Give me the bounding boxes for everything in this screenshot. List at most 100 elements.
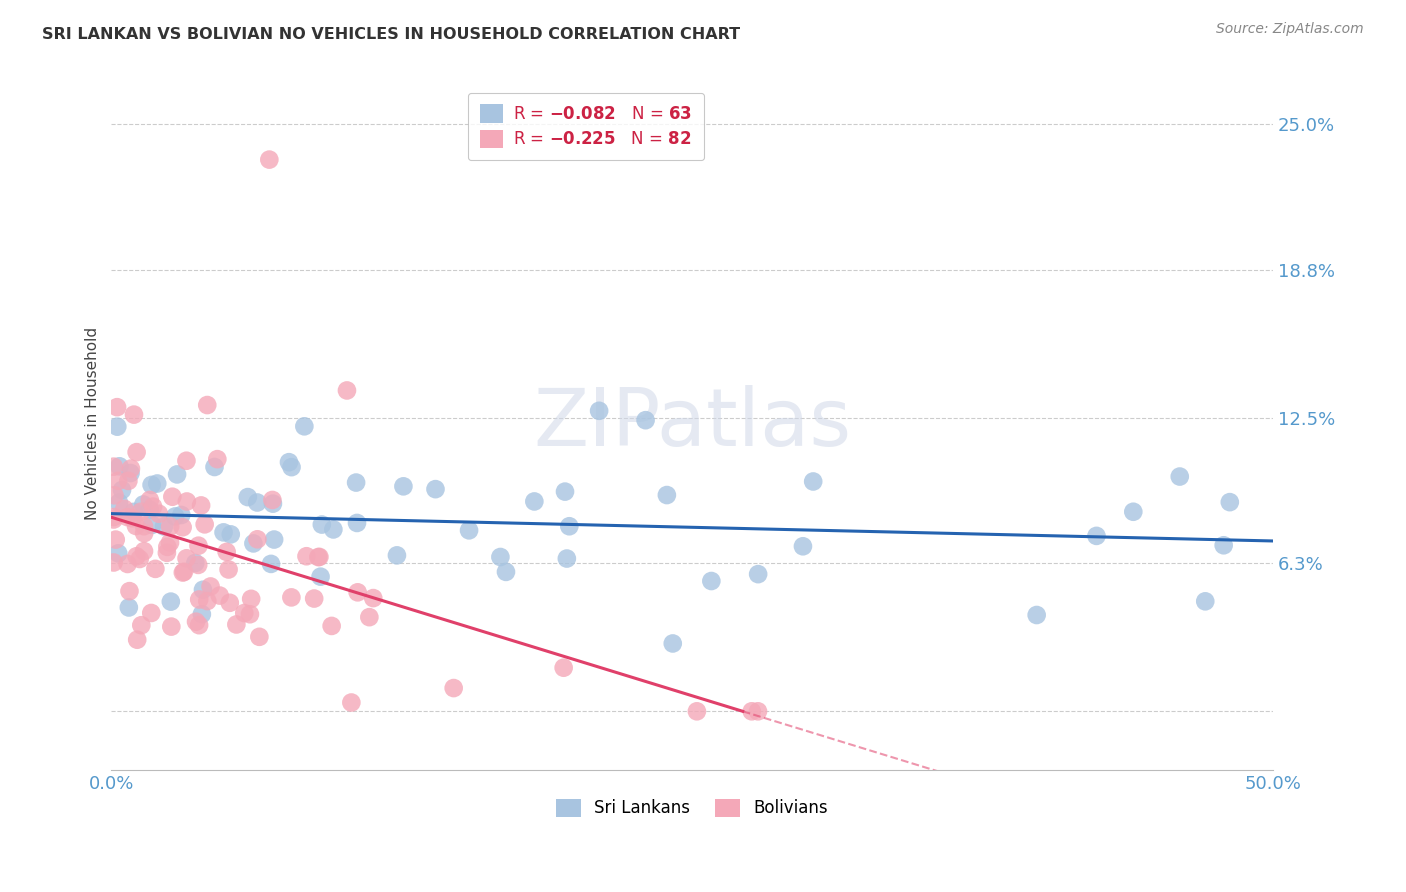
Point: [160, 594, 183, 608]
Point: [262, 497, 284, 511]
Point: [1085, 529, 1108, 543]
Point: [801, 475, 824, 489]
Point: [141, 517, 163, 532]
Point: [121, 511, 143, 525]
Point: [655, 488, 678, 502]
Point: [1122, 505, 1144, 519]
Point: [117, 510, 139, 524]
Point: [553, 661, 575, 675]
Point: [262, 492, 284, 507]
Point: [148, 507, 170, 521]
Point: [747, 704, 769, 718]
Point: [112, 501, 135, 516]
Point: [311, 517, 333, 532]
Point: [242, 536, 264, 550]
Point: [128, 552, 150, 566]
Point: [187, 558, 209, 572]
Point: [340, 696, 363, 710]
Point: [188, 592, 211, 607]
Point: [555, 551, 578, 566]
Point: [191, 607, 214, 622]
Point: [218, 596, 240, 610]
Point: [187, 539, 209, 553]
Point: [344, 475, 367, 490]
Point: [204, 460, 226, 475]
Point: [131, 618, 153, 632]
Point: [107, 546, 129, 560]
Point: [260, 557, 283, 571]
Point: [165, 509, 187, 524]
Point: [159, 535, 181, 549]
Point: [141, 478, 163, 492]
Point: [184, 556, 207, 570]
Point: [302, 591, 325, 606]
Point: [489, 549, 512, 564]
Point: [108, 459, 131, 474]
Point: [184, 615, 207, 629]
Point: [207, 452, 229, 467]
Point: [246, 495, 269, 509]
Point: [359, 610, 381, 624]
Point: [142, 500, 165, 514]
Text: SRI LANKAN VS BOLIVIAN NO VEHICLES IN HOUSEHOLD CORRELATION CHART: SRI LANKAN VS BOLIVIAN NO VEHICLES IN HO…: [42, 27, 741, 42]
Point: [322, 523, 344, 537]
Point: [240, 591, 263, 606]
Point: [661, 636, 683, 650]
Point: [118, 584, 141, 599]
Point: [1025, 607, 1047, 622]
Point: [108, 496, 131, 510]
Point: [127, 632, 149, 647]
Point: [194, 517, 217, 532]
Point: [156, 540, 179, 554]
Point: [336, 384, 359, 398]
Point: [361, 591, 384, 606]
Point: [103, 459, 125, 474]
Y-axis label: No Vehicles in Household: No Vehicles in Household: [86, 327, 100, 520]
Point: [117, 474, 139, 488]
Point: [118, 600, 141, 615]
Point: [134, 526, 156, 541]
Point: [307, 550, 329, 565]
Point: [278, 455, 301, 469]
Point: [188, 618, 211, 632]
Point: [634, 413, 657, 427]
Point: [172, 520, 194, 534]
Point: [105, 400, 128, 414]
Point: [346, 585, 368, 599]
Point: [190, 499, 212, 513]
Point: [156, 546, 179, 560]
Point: [103, 488, 125, 502]
Point: [321, 619, 343, 633]
Point: [107, 474, 129, 488]
Point: [686, 704, 709, 718]
Point: [392, 479, 415, 493]
Point: [1194, 594, 1216, 608]
Point: [233, 606, 256, 620]
Point: [263, 533, 285, 547]
Point: [239, 607, 262, 622]
Point: [125, 519, 148, 533]
Point: [225, 617, 247, 632]
Point: [700, 574, 723, 588]
Point: [103, 512, 125, 526]
Point: [295, 549, 318, 564]
Point: [139, 492, 162, 507]
Point: [103, 556, 125, 570]
Point: [215, 545, 238, 559]
Point: [200, 579, 222, 593]
Point: [208, 589, 231, 603]
Point: [176, 454, 198, 468]
Point: [125, 549, 148, 564]
Point: [153, 519, 176, 533]
Point: [308, 549, 330, 564]
Legend: Sri Lankans, Bolivians: Sri Lankans, Bolivians: [550, 792, 835, 824]
Point: [103, 510, 125, 524]
Point: [385, 549, 408, 563]
Point: [247, 630, 270, 644]
Point: [117, 557, 139, 571]
Point: [458, 524, 481, 538]
Point: [280, 591, 302, 605]
Point: [129, 505, 152, 519]
Point: [558, 519, 581, 533]
Point: [120, 461, 142, 475]
